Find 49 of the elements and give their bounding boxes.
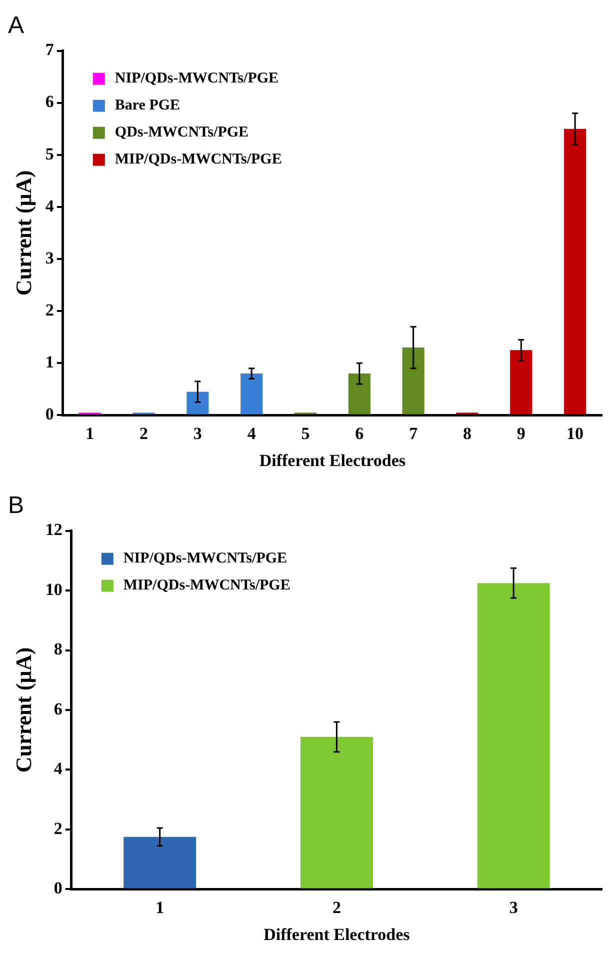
x-tick-label: 5 bbox=[301, 424, 310, 443]
y-tick-label: 1 bbox=[45, 352, 54, 372]
bar bbox=[348, 374, 370, 414]
x-axis-title: Different Electrodes bbox=[259, 451, 406, 470]
x-tick-label: 1 bbox=[86, 424, 94, 443]
chart-title: B bbox=[8, 492, 24, 520]
legend-label: NIP/QDs-MWCNTs/PGE bbox=[123, 550, 288, 567]
y-tick-label: 2 bbox=[45, 300, 54, 320]
legend-label: Bare PGE bbox=[114, 98, 180, 114]
x-tick-label: 3 bbox=[193, 424, 202, 443]
y-tick-label: 4 bbox=[45, 196, 54, 216]
y-tick-label: 6 bbox=[45, 92, 54, 112]
y-tick-label: 7 bbox=[45, 40, 54, 60]
bar bbox=[402, 348, 424, 414]
y-axis-title: Current (µA) bbox=[10, 647, 36, 773]
y-tick-label: 0 bbox=[54, 878, 62, 898]
y-tick-label: 5 bbox=[45, 144, 54, 164]
bar bbox=[564, 128, 586, 414]
y-tick-label: 10 bbox=[45, 580, 62, 599]
x-tick-label: 8 bbox=[462, 424, 472, 443]
y-tick-label: 4 bbox=[54, 759, 63, 778]
legend-label: NIP/QDs-MWCNTs/PGE bbox=[114, 70, 279, 87]
x-tick-label: 3 bbox=[509, 898, 518, 917]
x-tick-label: 2 bbox=[332, 898, 341, 917]
chart-title: A bbox=[8, 12, 24, 40]
bar bbox=[510, 350, 532, 414]
x-tick-label: 6 bbox=[355, 424, 364, 443]
legend-label: QDs-MWCNTs/PGE bbox=[114, 124, 249, 141]
x-tick-label: 4 bbox=[247, 424, 256, 443]
bar bbox=[240, 374, 263, 414]
bar bbox=[124, 836, 196, 888]
legend-label: MIP/QDs-MWCNTs/PGE bbox=[114, 152, 282, 168]
x-axis-title: Different Electrodes bbox=[264, 925, 410, 944]
y-tick-label: 0 bbox=[45, 404, 54, 424]
y-tick-label: 2 bbox=[54, 818, 62, 838]
bar bbox=[300, 736, 373, 888]
bar bbox=[477, 583, 550, 888]
legend-label: MIP/QDs-MWCNTs/PGE bbox=[123, 578, 290, 594]
x-tick-label: 2 bbox=[140, 424, 148, 443]
y-tick-label: 8 bbox=[54, 640, 62, 659]
bar bbox=[186, 392, 209, 414]
x-tick-label: 7 bbox=[409, 424, 418, 443]
y-tick-label: 3 bbox=[45, 248, 54, 268]
y-tick-label: 6 bbox=[54, 699, 62, 718]
y-tick-label: 12 bbox=[45, 520, 62, 540]
y-axis-title: Current (µA) bbox=[10, 170, 36, 296]
x-tick-label: 9 bbox=[516, 424, 526, 443]
x-tick-label: 1 bbox=[156, 898, 164, 917]
x-tick-label: 10 bbox=[566, 424, 584, 443]
